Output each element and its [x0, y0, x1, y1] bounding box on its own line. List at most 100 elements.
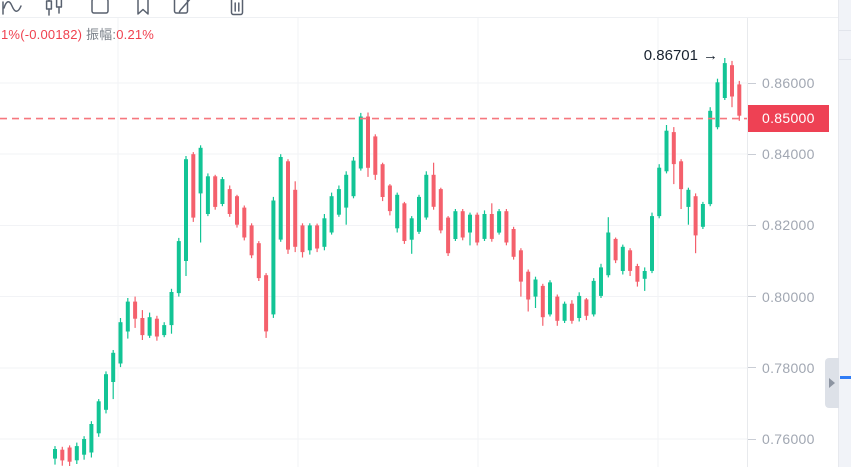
- candle-down: [264, 275, 269, 332]
- candle-up: [642, 271, 647, 279]
- delete-icon[interactable]: [225, 0, 249, 17]
- candle-down: [402, 203, 407, 241]
- candle-up: [577, 295, 582, 318]
- candle-up: [53, 449, 57, 459]
- candle-up: [307, 225, 312, 251]
- candle-down: [555, 296, 560, 321]
- high-price-annotation: 0.86701 →: [596, 47, 718, 64]
- candle-up: [89, 424, 94, 453]
- candle-down: [438, 189, 443, 231]
- candle-up: [664, 130, 669, 172]
- high-price-value: 0.86701: [643, 47, 698, 64]
- candle-up: [198, 147, 203, 194]
- candle-up: [162, 325, 167, 336]
- edit-icon[interactable]: [171, 0, 195, 17]
- candle-down: [227, 189, 232, 214]
- candle-down: [60, 449, 65, 461]
- price-stats-line: 1%(-0.00182) 振幅:0.21%: [1, 24, 154, 43]
- candle-down: [242, 207, 247, 238]
- axis-tick: [748, 153, 756, 155]
- candle-up: [322, 218, 327, 247]
- candle-up: [176, 241, 181, 294]
- y-axis-label: 0.82000: [762, 217, 815, 234]
- right-triangle-icon: [829, 378, 835, 388]
- candle-down: [511, 229, 516, 257]
- candle-down: [191, 154, 196, 218]
- change-value: 1%(-0.00182): [1, 27, 83, 42]
- axis-tick: [748, 367, 756, 369]
- candle-up: [271, 200, 276, 315]
- candle-down: [489, 214, 494, 239]
- candle-up: [650, 216, 654, 271]
- candle-up: [104, 374, 108, 410]
- collapsed-side-panel: [838, 0, 851, 467]
- candle-up: [715, 82, 720, 128]
- current-price-badge: 0.85000: [748, 105, 829, 133]
- candle-up: [329, 196, 334, 233]
- price-axis[interactable]: 0.85000 0.86000 0.84000 0.82000 0.80000 0.78…: [747, 18, 838, 467]
- candle-up: [344, 174, 349, 208]
- candle-up: [82, 439, 87, 455]
- panel-expand-handle[interactable]: [825, 358, 839, 408]
- axis-tick: [748, 438, 756, 440]
- candle-up: [336, 189, 341, 215]
- candle-down: [373, 136, 378, 175]
- snapshot-icon[interactable]: [88, 0, 112, 17]
- panel-divider: [839, 30, 851, 31]
- candle-down: [256, 243, 261, 279]
- candle-down: [67, 447, 72, 462]
- candle-wick: [644, 267, 646, 291]
- candle-up: [722, 63, 727, 98]
- candle-up: [606, 232, 611, 276]
- candle-down: [737, 84, 742, 116]
- blue-price-marker-line: [840, 376, 851, 379]
- candle-down: [671, 132, 676, 165]
- bookmark-icon[interactable]: [131, 0, 155, 17]
- amplitude-label: 振幅:: [85, 27, 117, 42]
- candlestick-icon[interactable]: [42, 0, 66, 17]
- candle-down: [235, 196, 239, 225]
- candle-down: [693, 196, 698, 236]
- candle-up: [358, 116, 363, 169]
- candle-down: [518, 250, 523, 282]
- y-axis-label: 0.80000: [762, 288, 815, 305]
- y-axis-label: 0.86000: [762, 75, 815, 91]
- candle-up: [533, 279, 538, 297]
- candle-up: [599, 267, 603, 296]
- candle-up: [591, 280, 596, 315]
- amplitude-value: 0.21%: [116, 27, 155, 42]
- candle-down: [526, 271, 531, 300]
- candle-up: [468, 214, 472, 233]
- candle-up: [482, 214, 487, 239]
- candle-up: [657, 167, 662, 217]
- candle-up: [395, 194, 400, 229]
- candle-down: [133, 301, 138, 319]
- axis-tick: [748, 82, 756, 84]
- candle-down: [154, 318, 159, 337]
- candle-down: [730, 65, 734, 97]
- candle-down: [613, 238, 618, 261]
- candle-up: [497, 211, 502, 233]
- candle-up: [453, 211, 458, 239]
- candle-up: [620, 246, 625, 271]
- candle-up: [147, 317, 152, 336]
- candle-down: [475, 214, 480, 243]
- candle-up: [409, 218, 414, 240]
- candle-up: [169, 292, 174, 326]
- line-chart-icon[interactable]: [2, 0, 26, 17]
- candle-up: [424, 174, 429, 218]
- candle-up: [184, 159, 188, 261]
- right-arrow-icon: →: [703, 47, 718, 64]
- candle-down: [504, 211, 509, 243]
- candle-up: [278, 157, 283, 240]
- candle-up: [205, 176, 210, 214]
- candle-down: [584, 299, 589, 316]
- candle-wick: [200, 145, 202, 243]
- candle-down: [366, 116, 370, 168]
- candle-down: [380, 164, 385, 197]
- candle-down: [635, 266, 640, 282]
- candle-up: [708, 110, 713, 205]
- candle-up: [686, 189, 691, 207]
